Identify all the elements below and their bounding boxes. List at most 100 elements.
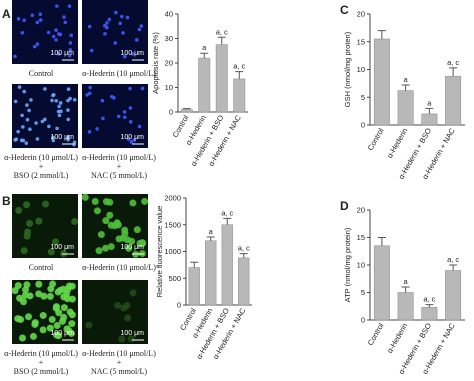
cell [128,86,132,91]
cell [63,325,71,333]
error-bar [182,108,191,110]
cell [102,244,110,252]
y-tick-label: 10 [357,65,365,74]
cell [139,24,144,28]
panel-label: B [2,194,11,208]
error-bar [190,261,199,268]
caption: α-Hederin (10 μmol/L) [4,349,78,358]
cell [39,311,47,319]
cell [59,285,67,293]
cell [24,228,32,236]
cell [128,120,133,124]
error-bar [449,264,458,271]
y-axis-label: GSH (nmol/mg proten) [343,31,352,107]
error-bar [223,217,232,225]
cell [55,332,63,340]
cell [47,124,51,129]
scale-label: 100 μm [51,244,75,251]
bar [233,78,246,113]
cell [24,141,29,145]
cell [116,114,121,119]
cell [66,137,70,142]
error-bar [425,107,434,114]
bar [373,245,390,321]
caption: BSO (2 mmol/L) [14,367,69,376]
cell [56,52,61,56]
bar [221,224,233,306]
cell [134,38,139,42]
cell [130,52,135,56]
cell [35,217,43,225]
cell [63,20,68,25]
cell [140,86,145,91]
cell [16,17,21,21]
annotation: a, c [238,244,250,253]
cell [52,303,60,311]
caption: α-Hederin (10 μmol/L) [82,153,156,162]
error-bar [377,30,386,39]
cell [95,247,103,255]
cell [102,217,110,225]
panel-label: D [340,199,349,213]
annotation: a, c [216,27,228,36]
y-tick-label: 0 [361,121,365,130]
cell [81,193,89,201]
cell [100,98,105,103]
cell [122,110,127,114]
cell [51,135,55,140]
cell [67,329,75,337]
cell [38,18,43,22]
error-bar [401,286,410,293]
cell [120,14,124,19]
annotation: a [404,75,409,84]
cell [51,34,56,39]
caption: + [39,358,44,367]
cell [88,85,92,90]
y-axis-label: Relative fluorescence value [155,206,164,298]
bar [198,57,211,113]
cell [137,124,142,129]
cell [48,316,56,324]
annotation: a [427,98,432,107]
bar [421,307,438,321]
cell [110,94,114,99]
cell [43,117,47,122]
annotation: a [209,227,214,236]
y-tick-label: 10 [357,261,365,270]
scale-label: 100 μm [51,50,75,57]
annotation: a [202,43,207,52]
cell [68,295,76,303]
cell [85,93,90,97]
cell [107,17,112,22]
y-tick-label: 10 [165,83,173,92]
bar [180,109,193,113]
cell [122,115,127,120]
caption: NAC (5 mmol/L) [91,367,147,376]
cell [24,313,32,321]
error-bar [206,236,215,241]
y-axis-label: Apoptosis rate (%) [151,32,160,94]
cell [128,106,133,110]
cell [54,38,58,42]
caption: + [39,162,44,171]
cell [22,89,27,94]
error-bar [425,304,434,308]
cell [97,230,105,238]
y-tick-label: 2000 [164,194,181,203]
cell [67,4,72,8]
cell [114,301,122,309]
cell [91,198,99,206]
bar [445,75,462,126]
cell [125,244,133,252]
cell [50,98,54,103]
cell [67,53,72,58]
x-tick-label: Control [366,321,386,347]
cell [66,108,70,112]
cell [26,219,34,227]
cell [120,304,128,312]
cell [129,289,137,297]
cell [68,48,73,52]
cell [118,21,123,26]
cell [47,248,55,256]
